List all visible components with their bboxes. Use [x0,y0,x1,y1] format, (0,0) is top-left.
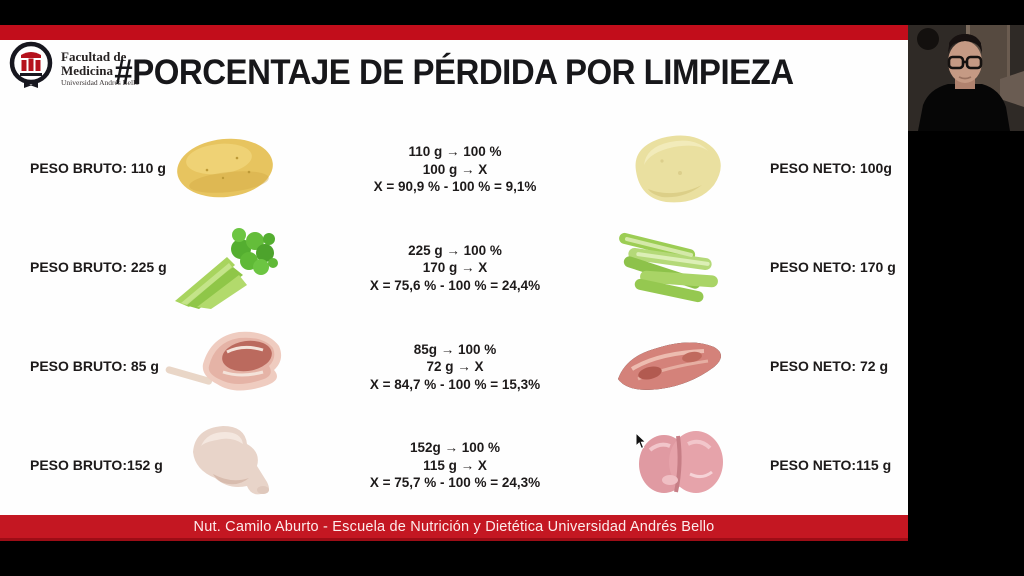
calc-line: 100 g → X [422,161,488,177]
slide-top-red-bar [0,25,908,40]
peso-neto-label: PESO NETO:115 g [770,456,892,473]
peso-neto-label: PESO NETO: 100g [770,160,892,177]
pork-chop-image [165,324,285,409]
celery-bunch-image [169,223,281,314]
logo-faculty-line1: Facultad de [61,49,127,65]
mouse-cursor [635,431,647,450]
calc-potato: 110 g → 100 % 100 g → X X = 90,9 % - 100… [300,143,570,196]
peso-bruto-label: PESO BRUTO:152 g [30,456,163,473]
presenter-webcam-tile[interactable] [908,25,1024,131]
food-row-chicken: PESO BRUTO:152 g 152g → 100 % 115 g → X [0,416,908,515]
peso-bruto-label: PESO BRUTO: 85 g [30,357,159,374]
calc-line: X = 75,7 % - 100 % = 24,3% [369,475,541,491]
peso-neto-label: PESO NETO: 170 g [770,259,896,276]
logo-text: Facultad de Medicina Universidad Andrés … [61,50,139,86]
calc-line: 115 g → X [423,457,487,473]
celery-sticks-image [612,227,730,310]
whole-potato-image [173,130,277,209]
calc-line: X = 84,7 % - 100 % = 15,3% [369,376,541,392]
calc-celery: 225 g → 100 % 170 g → X X = 75,6 % - 100… [300,242,570,295]
university-shield-columns-icon [8,41,54,96]
calc-line: X = 90,9 % - 100 % = 9,1% [373,179,537,195]
calc-line: 225 g → 100 % [408,242,502,258]
calc-line: X = 75,6 % - 100 % = 24,4% [369,277,541,293]
peso-bruto-label: PESO BRUTO: 225 g [30,259,167,276]
skinless-chicken-image [630,422,730,509]
peso-neto-label: PESO NETO: 72 g [770,357,888,374]
slide-footer-bar: Nut. Camilo Aburto - Escuela de Nutrició… [0,515,908,541]
peeled-potato-image [618,127,730,212]
food-row-pork-chop: PESO BRUTO: 85 g 85g → 10 [0,318,908,417]
food-row-potato: PESO BRUTO: 110 g 110 g → 100 % [0,120,908,219]
calc-line: 152g → 100 % [409,440,501,456]
food-row-celery: PESO BRUTO: 225 g [0,219,908,318]
calc-chicken: 152g → 100 % 115 g → X X = 75,7 % - 100 … [300,439,570,492]
footer-credit-text: Nut. Camilo Aburto - Escuela de Nutrició… [193,518,715,535]
university-logo: Facultad de Medicina Universidad Andrés … [8,41,139,96]
slide-header: #PORCENTAJE DE PÉRDIDA POR LIMPIEZA [0,40,908,104]
logo-faculty-line2: Medicina [61,62,113,78]
calc-line: 85g → 100 % [413,341,497,357]
calc-pork: 85g → 100 % 72 g → X X = 84,7 % - 100 % … [300,341,570,394]
food-rows: PESO BRUTO: 110 g 110 g → 100 % [0,120,908,515]
chicken-leg-image [173,420,277,511]
trimmed-pork-image [612,329,730,404]
slide-title: #PORCENTAJE DE PÉRDIDA POR LIMPIEZA [114,51,794,92]
logo-university: Universidad Andrés Bello [61,77,139,87]
peso-bruto-label: PESO BRUTO: 110 g [30,160,166,177]
calc-line: 110 g → 100 % [408,144,502,160]
calc-line: 72 g → X [426,359,484,375]
calc-line: 170 g → X [422,260,488,276]
presentation-slide: Facultad de Medicina Universidad Andrés … [0,25,908,541]
